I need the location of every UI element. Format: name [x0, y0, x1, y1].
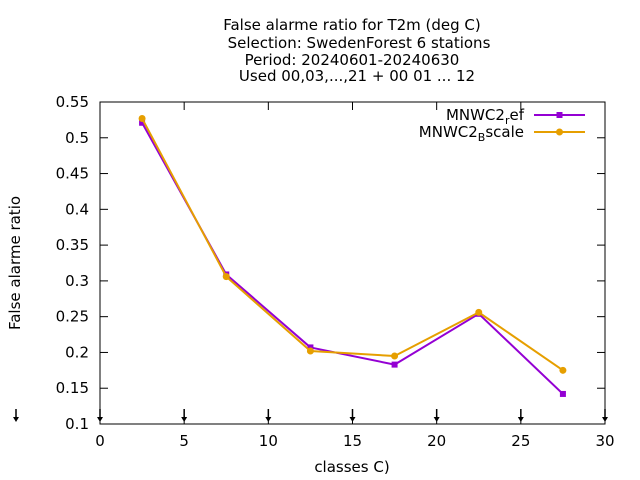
legend-label-1: MNWC2ref [446, 106, 525, 127]
series-2 [138, 114, 567, 374]
arrow-head-2 [181, 417, 188, 422]
y-tick-labels: 0.1 0.15 0.2 0.25 0.3 0.35 0.4 0.45 0.5 0.55 [56, 93, 89, 433]
y-tick-label-3: 0.25 [56, 308, 89, 326]
arrow-head-6 [517, 417, 524, 422]
y-axis-label: False alarme ratio [6, 196, 24, 330]
x-tick-label-6: 30 [595, 432, 614, 450]
y-tick-label-9: 0.55 [56, 93, 89, 111]
x-tick-label-5: 25 [511, 432, 530, 450]
y-tick-label-6: 0.4 [65, 200, 89, 218]
title-line-1: False alarme ratio for T2m (deg C) [223, 16, 481, 34]
legend-label-2: MNWC2Bscale [419, 123, 524, 144]
series-2-point-5 [559, 366, 567, 374]
series-1 [139, 119, 566, 397]
legend-entry-2: MNWC2Bscale [419, 123, 585, 144]
y-tick-label-2: 0.2 [65, 343, 89, 361]
series-2-point-3 [391, 352, 399, 360]
x-tick-labels: 0 5 10 15 20 25 30 [95, 432, 614, 450]
legend-label-1-rest: ef [509, 106, 524, 124]
arrow-head-3 [265, 417, 272, 422]
series-layer [138, 114, 567, 397]
legend-label-1-main: MNWC2 [446, 106, 505, 124]
y-tick-label-0: 0.1 [65, 415, 89, 433]
series-2-line [141, 117, 564, 372]
y-tick-label-5: 0.35 [56, 236, 89, 254]
title-line-4: Used 00,03,...,21 + 00 01 ... 12 [239, 67, 475, 85]
axis-ticks [99, 101, 606, 425]
series-1-point-5 [559, 390, 566, 397]
x-axis-label: classes C) [314, 458, 389, 476]
series-1-point-3 [391, 361, 398, 368]
y-tick-label-1: 0.15 [56, 379, 89, 397]
series-2-point-0 [138, 114, 146, 122]
chart-title: False alarme ratio for T2m (deg C) Selec… [223, 16, 490, 85]
arrow-markers [13, 409, 608, 422]
x-tick-label-4: 20 [427, 432, 446, 450]
arrow-head-1 [97, 417, 103, 422]
legend-marker-2 [556, 128, 563, 136]
legend-label-2-rest: scale [485, 123, 524, 141]
y-tick-label-7: 0.45 [56, 165, 89, 183]
title-line-2: Selection: SwedenForest 6 stations [228, 34, 491, 52]
series-1-point-2 [307, 344, 314, 351]
arrow-head-7 [602, 417, 608, 422]
legend-label-2-sub: B [478, 131, 486, 144]
series-2-point-1 [222, 273, 230, 281]
plot-frame [99, 101, 606, 425]
legend: MNWC2ref MNWC2Bscale [419, 106, 585, 144]
legend-marker-1 [556, 112, 563, 118]
arrow-head-5 [433, 417, 440, 422]
x-tick-label-1: 5 [179, 432, 189, 450]
x-tick-label-0: 0 [95, 432, 105, 450]
legend-label-1-sub: r [505, 114, 510, 127]
series-2-point-2 [306, 347, 314, 355]
series-2-point-4 [475, 308, 483, 316]
arrow-head-4 [349, 417, 356, 422]
y-tick-label-8: 0.5 [65, 129, 89, 147]
arrow-head-0 [13, 417, 19, 422]
x-tick-label-2: 10 [259, 432, 278, 450]
y-tick-label-4: 0.3 [65, 272, 89, 290]
title-line-3: Period: 20240601-20240630 [245, 51, 460, 69]
x-tick-label-3: 15 [343, 432, 362, 450]
legend-label-2-main: MNWC2 [419, 123, 478, 141]
legend-entry-1: MNWC2ref [446, 106, 585, 127]
series-1-point-0 [139, 119, 146, 126]
